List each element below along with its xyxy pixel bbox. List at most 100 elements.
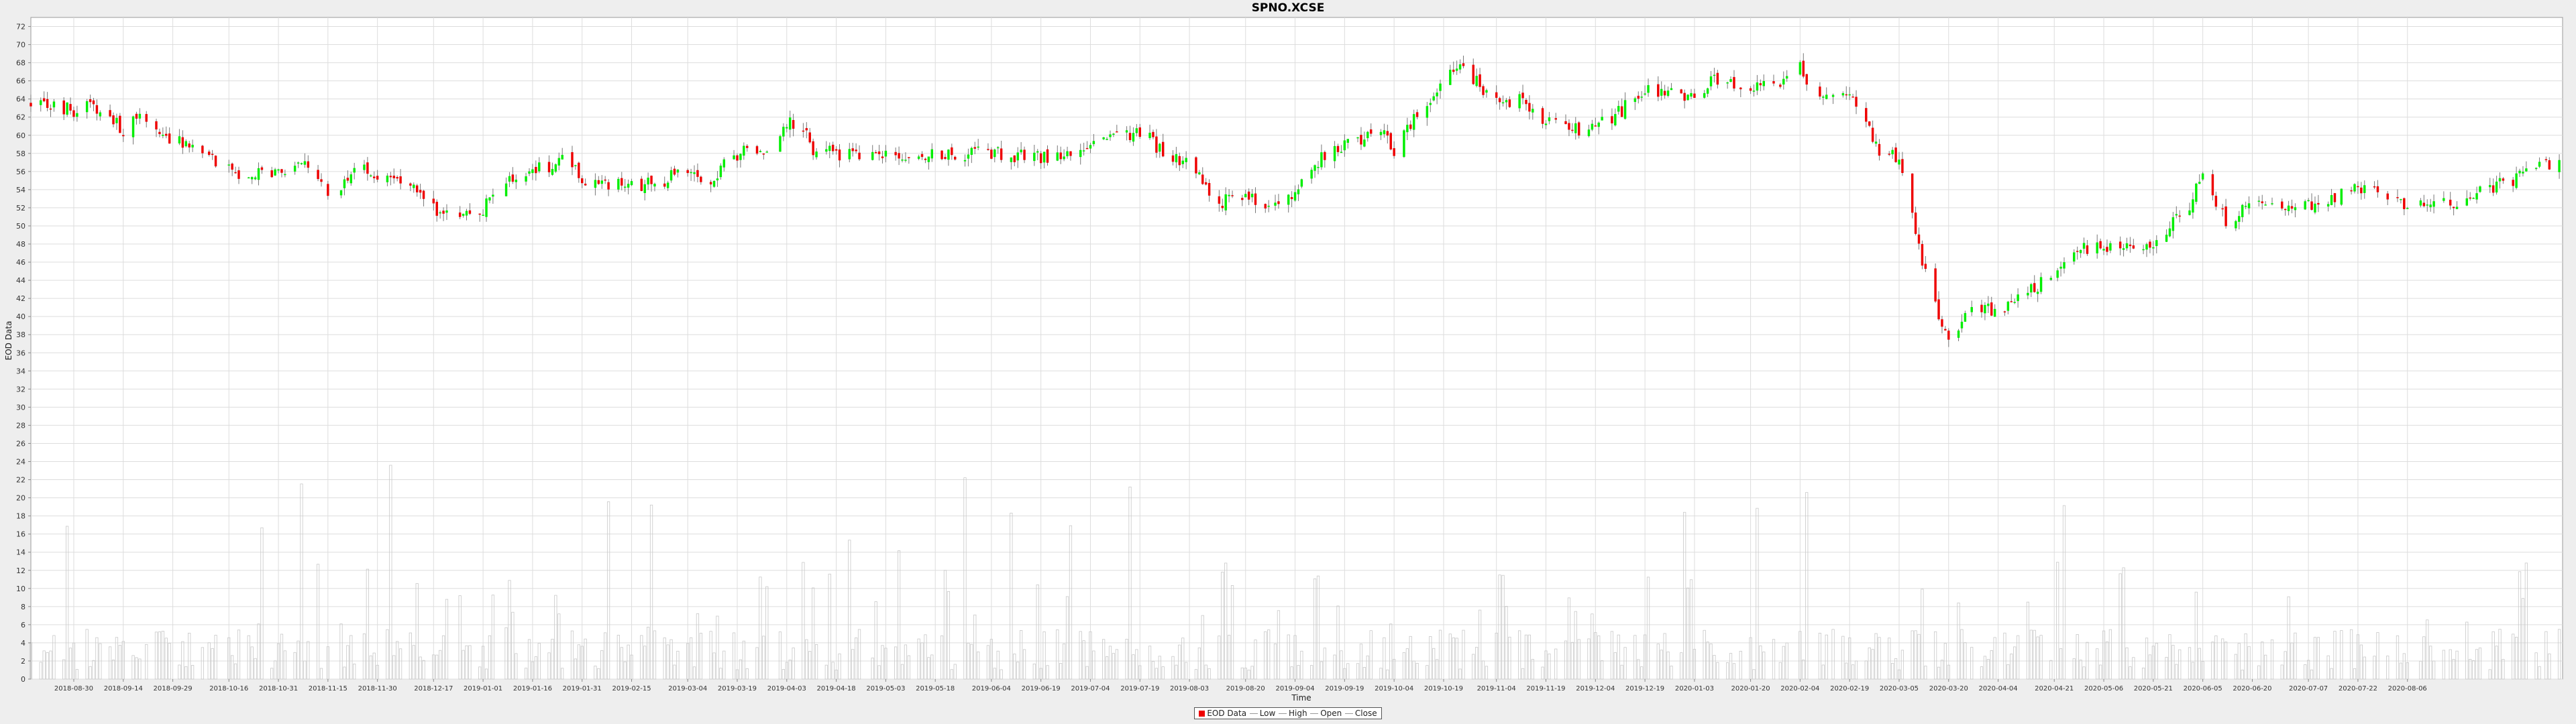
volume-bar — [85, 629, 89, 680]
volume-bar — [2340, 630, 2343, 680]
candle-body — [1825, 95, 1828, 99]
candle-body — [435, 202, 438, 216]
y-tick-label: 18 — [16, 512, 25, 521]
volume-bar — [1132, 654, 1135, 680]
volume-bar — [824, 664, 828, 680]
candle-body — [851, 148, 854, 152]
x-tick-label: 2019-06-04 — [972, 685, 1011, 692]
volume-bar — [1478, 609, 1482, 680]
candle-body — [1851, 97, 1854, 98]
candle-body — [327, 184, 329, 196]
volume-bar — [2013, 646, 2017, 680]
y-tick-label: 2 — [21, 657, 25, 666]
volume-bar — [441, 635, 445, 680]
volume-bar — [838, 653, 841, 680]
volume-bar — [894, 646, 898, 680]
volume-bar — [1221, 571, 1224, 680]
candle-body — [2429, 204, 2432, 208]
candle-body — [1039, 153, 1042, 164]
volume-bar — [782, 669, 785, 680]
volume-bar — [1108, 646, 1112, 680]
volume-bar — [1785, 642, 1788, 680]
volume-bar — [2333, 631, 2337, 680]
candle-body — [1161, 141, 1165, 157]
candle-body — [2360, 187, 2363, 194]
volume-bar — [164, 638, 168, 680]
volume-bar — [1359, 644, 1363, 680]
candle-body — [1287, 194, 1290, 205]
candle-body — [2039, 277, 2043, 292]
candle-body — [257, 168, 260, 180]
volume-bar — [1415, 663, 1419, 680]
candle-body — [1799, 62, 1802, 75]
candle-body — [1637, 95, 1640, 99]
candle-body — [1663, 90, 1666, 96]
candle-body — [1482, 86, 1485, 95]
volume-bar — [415, 583, 419, 680]
volume-bar — [1362, 667, 1366, 680]
candle-body — [1749, 88, 1752, 91]
volume-bar — [339, 623, 343, 680]
volume-bar — [293, 652, 297, 680]
candle-body — [2310, 201, 2313, 210]
volume-bar — [1646, 577, 1650, 680]
candle-body — [1891, 149, 1894, 155]
candle-body — [746, 145, 749, 148]
candle-body — [2086, 245, 2089, 254]
candle-body — [2376, 186, 2379, 192]
volume-bar — [462, 650, 465, 680]
volume-bar — [1574, 611, 1577, 680]
candle-body — [904, 160, 907, 161]
candle-body — [1993, 308, 1996, 317]
candle-body — [1597, 122, 1600, 127]
volume-bar — [1383, 637, 1386, 680]
candle-body — [2195, 183, 2198, 202]
volume-bar — [1379, 668, 1383, 680]
candle-body — [1752, 90, 1756, 92]
volume-bar — [1805, 492, 1809, 680]
candle-body — [1277, 201, 1280, 204]
volume-bar — [2475, 649, 2479, 680]
candle-body — [1429, 103, 1432, 105]
volume-bar — [2353, 668, 2357, 680]
volume-bar — [1102, 639, 1106, 680]
y-tick-label: 14 — [16, 548, 25, 557]
candle-body — [52, 101, 56, 108]
candle-body — [1644, 93, 1646, 95]
candle-body — [231, 164, 233, 170]
candle-body — [1729, 79, 1732, 82]
volume-bar — [1633, 635, 1637, 680]
candle-body — [1587, 129, 1591, 136]
candle-body — [977, 146, 979, 148]
volume-bar — [1725, 662, 1729, 680]
volume-bar — [254, 658, 257, 680]
volume-bar — [2125, 647, 2129, 680]
candle-body — [227, 164, 230, 166]
volume-bar — [353, 664, 356, 680]
candle-body — [2495, 181, 2498, 193]
volume-bar — [158, 631, 162, 680]
volume-bar — [647, 627, 650, 680]
volume-bar — [1818, 632, 1822, 680]
volume-bar — [372, 652, 376, 680]
candle-body — [1274, 202, 1277, 206]
candle-body — [207, 152, 211, 156]
candle-body — [492, 194, 494, 197]
y-tick-label: 24 — [16, 458, 25, 467]
candle-body — [2149, 241, 2151, 248]
candle-body — [1577, 122, 1580, 136]
volume-bar — [1135, 649, 1138, 680]
volume-bar — [950, 669, 953, 680]
volume-bar — [280, 634, 284, 680]
volume-bar — [2449, 649, 2452, 680]
candle-body — [320, 179, 323, 182]
candle-body — [663, 183, 666, 187]
volume-bar — [1194, 669, 1198, 680]
candle-body — [297, 162, 300, 164]
candle-body — [1501, 102, 1505, 104]
candle-body — [1320, 152, 1323, 168]
volume-bar — [2237, 643, 2241, 680]
candle-body — [1452, 69, 1455, 72]
candle-body — [584, 184, 587, 186]
candle-body — [2155, 240, 2158, 247]
